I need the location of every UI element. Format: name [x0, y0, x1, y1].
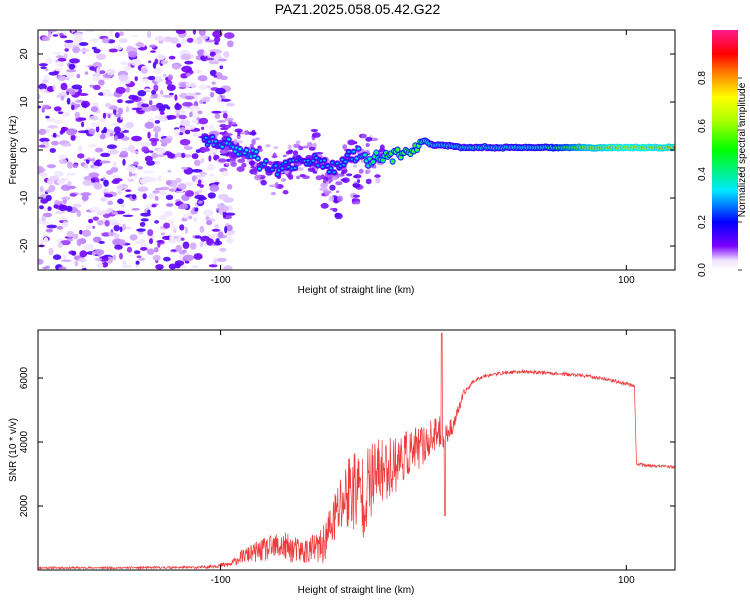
snr-x-axis: -100 100 [211, 330, 635, 586]
spectrogram-y-tick-label: 10 [19, 96, 30, 108]
colorbar-ticks: 0.0 0.2 0.4 0.6 0.8 [697, 71, 742, 277]
colorbar-label: Normalized spectral amplitude [737, 82, 748, 217]
snr-series-line [38, 332, 675, 570]
snr-panel: -100 100 2000 4000 6000 Height of straight … [8, 329, 676, 596]
snr-x-label: Height of straight line (km) [298, 585, 415, 596]
snr-y-tick-label: 6000 [19, 366, 30, 389]
spectrogram-x-tick-label: 100 [618, 275, 635, 286]
spectrogram-x-axis: -100 100 [211, 30, 635, 286]
snr-y-axis: 2000 4000 6000 [19, 366, 675, 517]
snr-background [38, 330, 675, 570]
spectrogram-y-axis: -20 -10 0 10 20 [19, 48, 675, 253]
spectrogram-y-tick-label: -20 [19, 238, 30, 253]
snr-x-tick-label: 100 [618, 575, 635, 586]
spectrogram-y-tick-label: 0 [19, 147, 30, 153]
spectrogram-y-tick-label: -10 [19, 190, 30, 205]
snr-x-tick-label: -100 [211, 575, 231, 586]
colorbar-tick-label: 0.4 [697, 167, 708, 181]
colorbar-tick-label: 0.2 [697, 215, 708, 229]
spectrogram-y-tick-label: 20 [19, 48, 30, 60]
page-title: PAZ1.2025.058.05.42.G22 [274, 1, 441, 17]
snr-y-label: SNR (10 * v/v) [8, 418, 19, 482]
snr-frame [37, 329, 676, 571]
spectrogram-x-tick-label: -100 [211, 275, 231, 286]
snr-y-tick-label: 4000 [19, 430, 30, 453]
colorbar-tick-label: 0.0 [697, 263, 708, 277]
spectrogram-heatmap [38, 30, 675, 270]
colorbar-tick-label: 0.6 [697, 119, 708, 133]
spectrogram-y-label: Frequency (Hz) [8, 116, 19, 185]
colorbar-tick-label: 0.8 [697, 71, 708, 85]
spectrogram-x-label: Height of straight line (km) [298, 285, 415, 296]
colorbar: 0.0 0.2 0.4 0.6 0.8 Normalized spectral ampl… [697, 30, 748, 277]
colorbar-gradient [712, 30, 738, 270]
snr-y-tick-label: 2000 [19, 494, 30, 517]
